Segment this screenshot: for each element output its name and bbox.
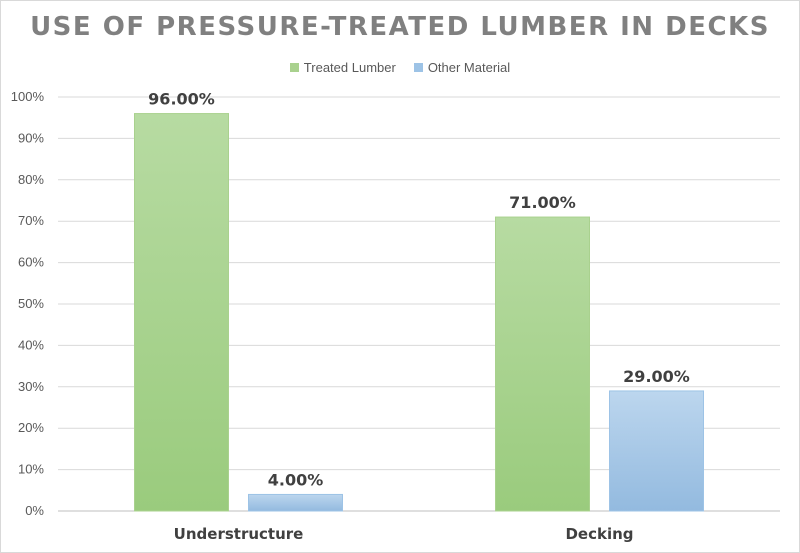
- bar-understructure-treated-lumber: [134, 113, 229, 512]
- y-tick-label: 40%: [18, 337, 44, 352]
- y-tick-label: 20%: [18, 420, 44, 435]
- chart-legend: Treated Lumber Other Material: [0, 60, 800, 75]
- y-tick-label: 60%: [18, 255, 44, 270]
- legend-swatch-treated-lumber: [289, 63, 299, 72]
- bar-understructure-other-material: [248, 493, 343, 512]
- data-label: 4.00%: [268, 470, 324, 489]
- legend-swatch-other-material: [413, 63, 423, 72]
- y-tick-label: 30%: [18, 379, 44, 394]
- x-category-label: Decking: [565, 525, 633, 543]
- data-label: 71.00%: [509, 193, 576, 212]
- legend-item-treated-lumber: Treated Lumber: [289, 60, 396, 75]
- legend-item-other-material: Other Material: [413, 60, 511, 75]
- data-label: 96.00%: [148, 90, 215, 109]
- y-tick-label: 70%: [18, 213, 44, 228]
- bar-decking-other-material: [609, 390, 704, 512]
- y-tick-label: 50%: [18, 296, 44, 311]
- legend-label-treated-lumber: Treated Lumber: [303, 60, 396, 75]
- y-tick-label: 90%: [18, 130, 44, 145]
- y-tick-label: 10%: [18, 462, 44, 477]
- chart-title: USE OF PRESSURE-TREATED LUMBER IN DECKS: [30, 12, 770, 42]
- x-category-label: Understructure: [174, 525, 304, 543]
- y-tick-label: 0%: [25, 503, 44, 518]
- y-tick-label: 80%: [18, 172, 44, 187]
- y-tick-label: 100%: [11, 89, 45, 104]
- legend-label-other-material: Other Material: [427, 60, 511, 75]
- data-label: 29.00%: [623, 367, 690, 386]
- bar-decking-treated-lumber: [495, 216, 590, 512]
